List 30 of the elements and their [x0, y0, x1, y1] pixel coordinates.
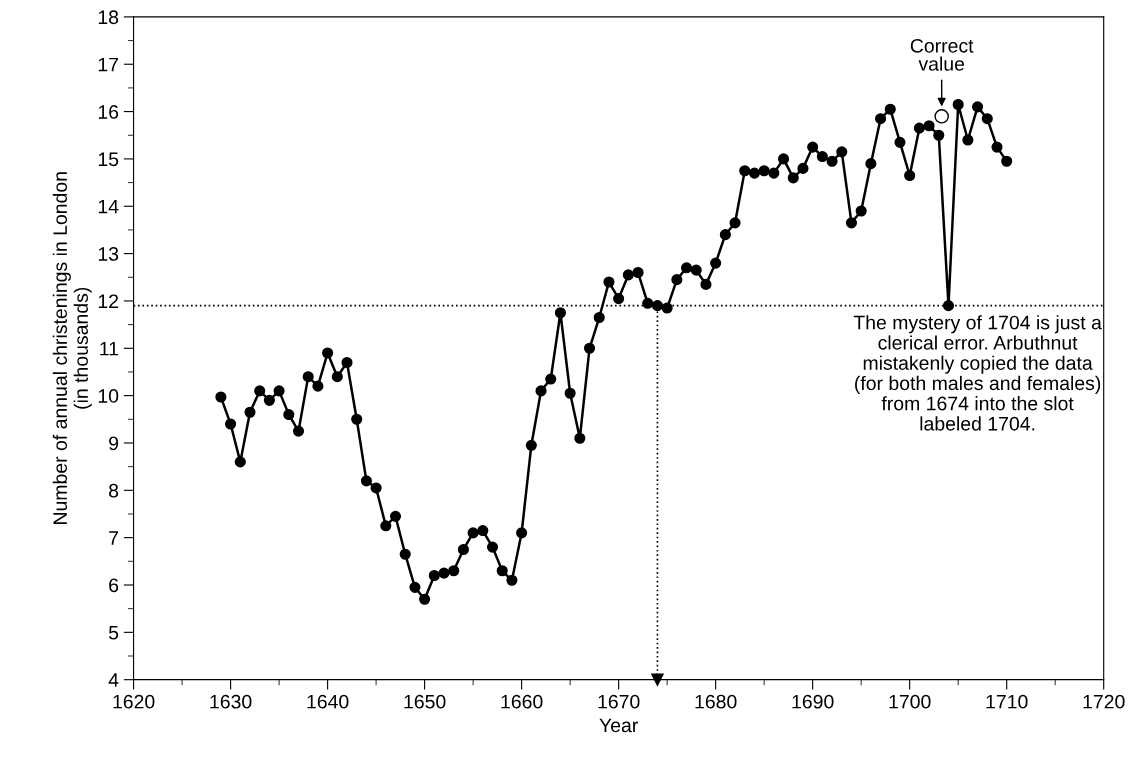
x-tick-label: 1710: [986, 694, 1028, 709]
y-tick-label: 6: [109, 578, 119, 593]
y-tick-label: 5: [108, 626, 119, 640]
annotation: The mystery of 1704 is just a clerical error. Arbuthnut mistakenly copied the data (for both males and females) from 1674 into the slot labeled 1704.: [853, 315, 1102, 431]
x-tick-label: 1660: [501, 694, 543, 709]
x-tick-label: 1690: [792, 694, 834, 709]
y-tick-label: 13: [98, 247, 119, 261]
y-tick-label: 14: [98, 199, 119, 214]
y-tick-label: 16: [98, 105, 119, 119]
x-tick-label: 1720: [1083, 694, 1125, 709]
y-tick-label: 15: [98, 152, 119, 167]
x-tick-label: 1620: [113, 694, 155, 709]
y-tick-label: 8: [109, 483, 119, 498]
y-tick-label: 17: [98, 57, 119, 72]
y-tick-label: 11: [100, 341, 119, 356]
x-tick-label: 1650: [404, 694, 446, 709]
y-axis-title: Number of annual christenings in London (in thousands): [52, 172, 92, 524]
y-tick-label: 4: [108, 673, 119, 687]
x-tick-label: 1640: [307, 694, 349, 709]
x-tick-label: 1630: [210, 694, 252, 709]
x-tick-label: 1670: [598, 694, 640, 709]
x-tick-label: 1680: [695, 694, 737, 709]
x-tick-label: 1700: [889, 694, 931, 709]
y-tick-label: 7: [109, 531, 119, 545]
y-tick-label: 10: [98, 389, 119, 403]
y-tick-label: 12: [98, 294, 119, 308]
y-tick-label: 9: [109, 436, 119, 451]
annotation: Correct value: [910, 38, 974, 71]
y-tick-label: 18: [98, 10, 119, 25]
x-axis-title: Year: [599, 718, 638, 733]
